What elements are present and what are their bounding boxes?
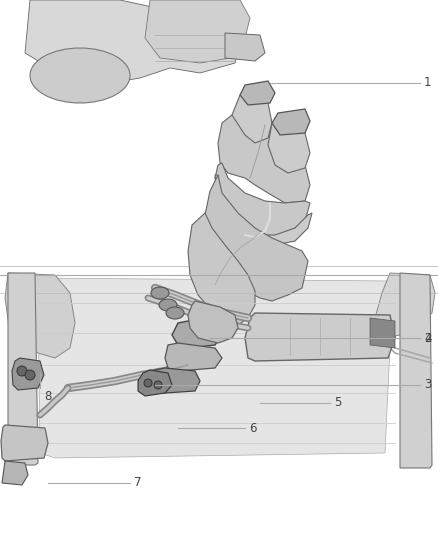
Polygon shape [188, 301, 238, 343]
Text: 3: 3 [424, 378, 431, 392]
Polygon shape [5, 273, 75, 358]
Polygon shape [245, 313, 395, 361]
Ellipse shape [151, 287, 169, 299]
Text: 1: 1 [424, 77, 431, 90]
Polygon shape [215, 163, 310, 241]
Polygon shape [1, 425, 48, 461]
Polygon shape [8, 273, 38, 465]
Text: 6: 6 [249, 422, 257, 434]
Text: 7: 7 [134, 477, 141, 489]
Text: 8: 8 [44, 390, 51, 402]
Polygon shape [165, 343, 222, 371]
Polygon shape [38, 278, 392, 458]
Polygon shape [232, 93, 272, 143]
Text: 5: 5 [334, 397, 341, 409]
Polygon shape [25, 0, 240, 83]
Text: 4: 4 [424, 332, 431, 344]
Polygon shape [272, 109, 310, 135]
Polygon shape [240, 81, 275, 105]
Polygon shape [145, 0, 250, 63]
Polygon shape [138, 370, 172, 396]
Polygon shape [375, 273, 435, 338]
Polygon shape [268, 121, 310, 173]
Circle shape [17, 366, 27, 376]
Circle shape [25, 370, 35, 380]
Polygon shape [225, 33, 265, 61]
Polygon shape [400, 273, 432, 468]
Circle shape [154, 381, 162, 389]
Polygon shape [12, 358, 44, 390]
Polygon shape [370, 318, 395, 348]
Polygon shape [150, 368, 200, 393]
Polygon shape [218, 113, 310, 203]
Ellipse shape [166, 307, 184, 319]
Polygon shape [172, 321, 222, 348]
Ellipse shape [159, 299, 177, 311]
Text: 2: 2 [424, 332, 431, 344]
Circle shape [144, 379, 152, 387]
Polygon shape [205, 175, 308, 301]
Polygon shape [188, 213, 255, 325]
Ellipse shape [30, 48, 130, 103]
Polygon shape [2, 461, 28, 485]
Polygon shape [215, 175, 312, 245]
